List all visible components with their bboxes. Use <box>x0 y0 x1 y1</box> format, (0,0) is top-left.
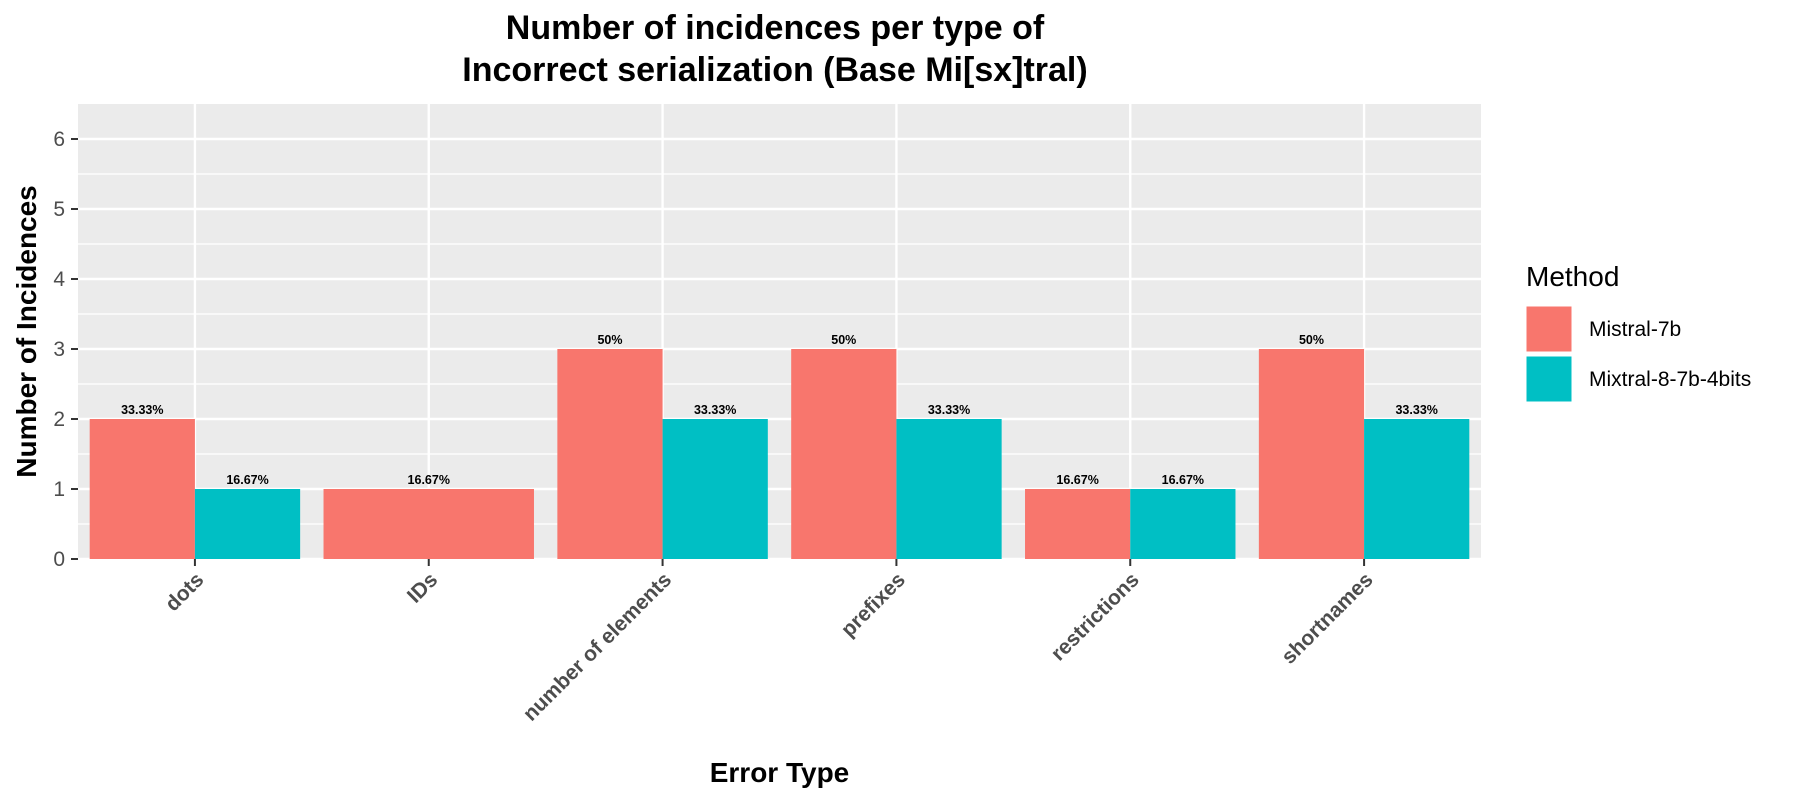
plot-panel <box>78 104 1481 559</box>
bar-mixtral-8-7b-4bits-number-of-elements <box>662 419 768 559</box>
bar-mixtral-8-7b-4bits-shortnames <box>1364 419 1470 559</box>
y-tick-label: 2 <box>53 408 65 431</box>
data-label: 33.33% <box>121 403 163 417</box>
legend-title: Method <box>1526 261 1619 292</box>
y-tick-label: 1 <box>53 478 65 501</box>
legend: Method Mistral-7b Mixtral-8-7b-4bits <box>1525 261 1751 403</box>
x-tick-label: shortnames <box>1277 568 1377 668</box>
chart-title-line: Incorrect serialization (Base Mi[sx]tral… <box>462 51 1087 89</box>
x-tick-label: number of elements <box>519 568 676 725</box>
y-tick-label: 6 <box>53 128 65 151</box>
data-label: 33.33% <box>694 403 736 417</box>
legend-label: Mistral-7b <box>1589 318 1681 341</box>
bars <box>89 349 1470 559</box>
legend-label: Mixtral-8-7b-4bits <box>1589 368 1751 391</box>
legend-key-mixtral-8-7b-4bits <box>1525 355 1573 403</box>
data-label: 50% <box>1299 333 1324 347</box>
bar-mistral-7b-ids <box>323 489 534 559</box>
x-tick-label: prefixes <box>837 568 910 641</box>
bar-mixtral-8-7b-4bits-dots <box>194 489 301 559</box>
data-labels: 33.33% 16.67% 16.67% 50% 33.33% 50% 33.33% 16.6… <box>121 333 1438 487</box>
y-tick-label: 0 <box>53 548 65 571</box>
data-label: 16.67% <box>1056 473 1098 487</box>
chart-title-line: Number of incidences per type of <box>506 9 1045 47</box>
y-tick-label: 4 <box>53 268 65 291</box>
y-tick-label: 3 <box>53 338 65 361</box>
bar-mistral-7b-prefixes <box>791 349 897 559</box>
data-label: 33.33% <box>928 403 970 417</box>
bar-mistral-7b-number-of-elements <box>557 349 663 559</box>
data-label: 16.67% <box>1162 473 1204 487</box>
x-tick-label: dots <box>161 568 209 616</box>
y-axis: 0 1 2 3 4 5 6 <box>53 128 78 571</box>
x-axis: dots IDs number of elements prefixes restric… <box>161 559 1378 726</box>
bar-mistral-7b-shortnames <box>1258 349 1365 559</box>
data-label: 16.67% <box>408 473 450 487</box>
data-label: 50% <box>831 333 856 347</box>
data-label: 33.33% <box>1395 403 1437 417</box>
y-tick-label: 5 <box>53 198 65 221</box>
y-axis-title: Number of Incidences <box>11 185 42 478</box>
bar-mistral-7b-restrictions <box>1025 489 1131 559</box>
bar-mixtral-8-7b-4bits-restrictions <box>1130 489 1236 559</box>
bar-mixtral-8-7b-4bits-prefixes <box>896 419 1002 559</box>
legend-key-mistral-7b <box>1525 305 1573 353</box>
x-axis-title: Error Type <box>710 757 850 788</box>
data-label: 50% <box>597 333 622 347</box>
x-tick-label: IDs <box>403 568 442 607</box>
x-tick-label: restrictions <box>1047 568 1144 665</box>
bar-mistral-7b-dots <box>89 419 195 559</box>
data-label: 16.67% <box>226 473 268 487</box>
chart-title: Number of incidences per type of Incorrec… <box>462 9 1087 89</box>
